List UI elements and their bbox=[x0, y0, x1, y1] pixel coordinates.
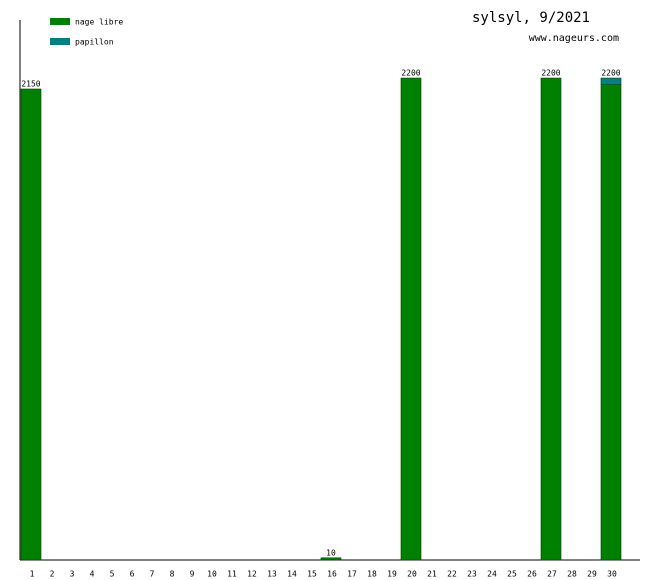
bar-segment bbox=[20, 88, 42, 561]
bar-segment bbox=[600, 84, 622, 561]
bar-segment bbox=[540, 77, 562, 561]
x-tick-label: 4 bbox=[90, 570, 95, 579]
x-tick-label: 13 bbox=[267, 570, 277, 579]
x-tick-label: 1 bbox=[30, 570, 35, 579]
x-tick-label: 29 bbox=[587, 570, 597, 579]
legend-swatch bbox=[50, 38, 70, 45]
bar-segment bbox=[320, 557, 342, 561]
x-tick-label: 26 bbox=[527, 570, 537, 579]
legend-swatch bbox=[50, 18, 70, 25]
bar-segment bbox=[600, 77, 622, 85]
x-tick-label: 8 bbox=[170, 570, 175, 579]
x-tick-label: 23 bbox=[467, 570, 477, 579]
x-tick-label: 16 bbox=[327, 570, 337, 579]
x-tick-label: 15 bbox=[307, 570, 317, 579]
value-label: 2200 bbox=[541, 69, 560, 78]
value-label: 2200 bbox=[601, 69, 620, 78]
legend-label: nage libre bbox=[75, 18, 123, 27]
x-tick-label: 25 bbox=[507, 570, 517, 579]
value-label: 2150 bbox=[21, 80, 40, 89]
chart-subtitle: www.nageurs.com bbox=[529, 33, 619, 44]
x-tick-label: 12 bbox=[247, 570, 257, 579]
x-tick-label: 21 bbox=[427, 570, 437, 579]
x-tick-label: 17 bbox=[347, 570, 357, 579]
x-tick-label: 11 bbox=[227, 570, 237, 579]
x-tick-label: 10 bbox=[207, 570, 217, 579]
value-label: 10 bbox=[326, 548, 336, 557]
x-tick-label: 20 bbox=[407, 570, 417, 579]
x-tick-label: 3 bbox=[70, 570, 75, 579]
x-tick-label: 28 bbox=[567, 570, 577, 579]
legend-label: papillon bbox=[75, 38, 114, 47]
bar-segment bbox=[400, 77, 422, 561]
x-tick-label: 24 bbox=[487, 570, 497, 579]
x-tick-label: 5 bbox=[110, 570, 115, 579]
x-tick-label: 7 bbox=[150, 570, 155, 579]
x-tick-label: 22 bbox=[447, 570, 457, 579]
x-tick-label: 30 bbox=[607, 570, 617, 579]
x-tick-label: 27 bbox=[547, 570, 557, 579]
value-label: 2200 bbox=[401, 69, 420, 78]
chart-title: sylsyl, 9/2021 bbox=[472, 10, 590, 26]
x-tick-label: 2 bbox=[50, 570, 55, 579]
x-tick-label: 18 bbox=[367, 570, 377, 579]
x-tick-label: 14 bbox=[287, 570, 297, 579]
x-tick-label: 9 bbox=[190, 570, 195, 579]
x-tick-label: 6 bbox=[130, 570, 135, 579]
x-tick-label: 19 bbox=[387, 570, 397, 579]
